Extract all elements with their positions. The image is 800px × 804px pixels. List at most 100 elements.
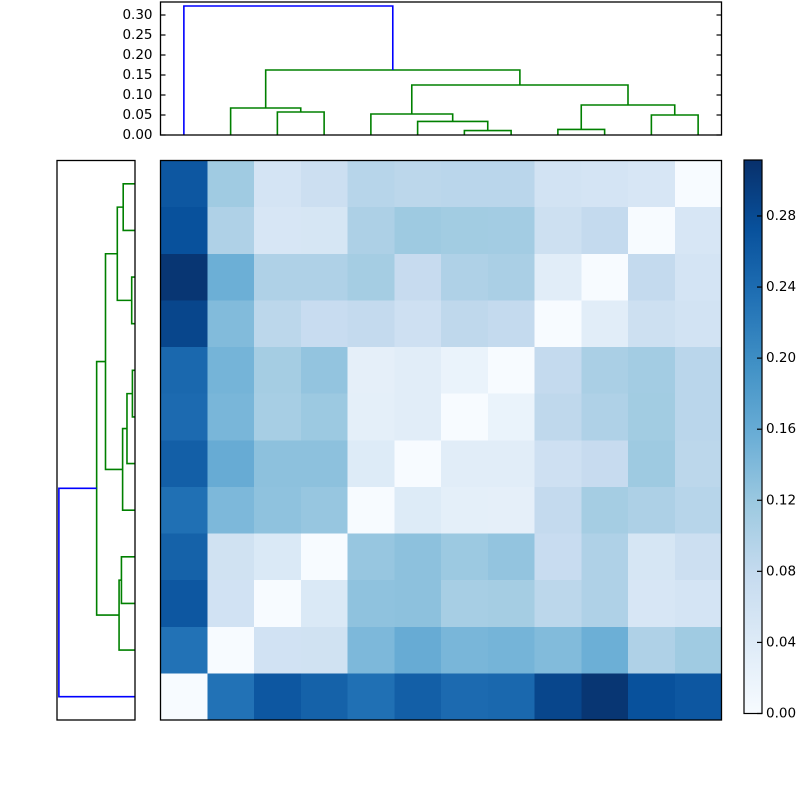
heatmap-cell — [207, 626, 255, 674]
heatmap-cell — [300, 626, 349, 674]
heatmap-cell — [347, 393, 395, 441]
top-axis-tick-label: 0.15 — [122, 67, 152, 83]
heatmap-cell — [674, 626, 722, 674]
heatmap-cell — [300, 253, 349, 301]
heatmap-cell — [534, 207, 582, 255]
heatmap-cell — [300, 300, 349, 348]
heatmap-cell — [628, 160, 676, 208]
heatmap-cell — [534, 533, 582, 581]
dendrogram-link — [121, 427, 135, 511]
heatmap-cell — [207, 253, 255, 301]
heatmap-cell — [581, 253, 629, 301]
heatmap-cell — [347, 253, 395, 301]
heatmap-cell — [254, 580, 302, 628]
heatmap-cell — [394, 580, 442, 628]
heatmap-cell — [254, 533, 302, 581]
heatmap-cell — [628, 300, 676, 348]
heatmap-cell — [581, 160, 629, 208]
heatmap-cell — [441, 580, 489, 628]
heatmap-cell — [581, 580, 629, 628]
colorbar-tick-label: 0.12 — [766, 492, 796, 508]
heatmap-cell — [347, 486, 395, 535]
heatmap-cell — [487, 253, 536, 301]
top-axis-tick-label: 0.30 — [122, 7, 152, 23]
heatmap-cell — [394, 393, 442, 441]
heatmap-cell — [160, 253, 208, 301]
heatmap-cell — [300, 207, 349, 255]
heatmap-cell — [674, 673, 722, 720]
heatmap-cell — [254, 160, 302, 208]
heatmap-cell — [487, 533, 536, 581]
heatmap-cell — [394, 440, 442, 488]
heatmap-cell — [534, 160, 582, 208]
heatmap-cell — [441, 440, 489, 488]
heatmap-cell — [394, 533, 442, 581]
heatmap-cell — [347, 440, 395, 488]
dendrogram-link — [58, 487, 135, 698]
colorbar-tick-label: 0.04 — [766, 634, 796, 650]
top-axis-tick-label: 0.25 — [122, 27, 152, 43]
heatmap-cell — [441, 393, 489, 441]
heatmap-cell — [487, 486, 536, 535]
heatmap-cell — [674, 393, 722, 441]
colorbar-tick-label: 0.16 — [766, 421, 796, 437]
heatmap-cell — [160, 300, 208, 348]
top-dendrogram — [183, 5, 699, 135]
heatmap-cell — [160, 393, 208, 441]
dendrogram-link — [126, 392, 135, 465]
heatmap-cell — [207, 533, 255, 581]
heatmap-cell — [534, 626, 582, 674]
heatmap-cell — [487, 207, 536, 255]
axes-frames — [56, 1, 723, 721]
dendrogram-link — [410, 84, 629, 114]
heatmap-cell — [628, 580, 676, 628]
heatmap-cell — [160, 486, 208, 535]
heatmap-cell — [534, 580, 582, 628]
heatmap-cell — [674, 207, 722, 255]
heatmap-cell — [160, 207, 208, 255]
heatmap-cell — [207, 160, 255, 208]
heatmap-cell — [534, 347, 582, 395]
dendrogram-link — [416, 120, 489, 135]
heatmap-cell — [581, 673, 629, 720]
heatmap-cell — [254, 253, 302, 301]
heatmap-cell — [207, 440, 255, 488]
heatmap-cell — [254, 347, 302, 395]
heatmap-cell — [487, 300, 536, 348]
colorbar-tick-label: 0.08 — [766, 563, 796, 579]
heatmap-cell — [441, 207, 489, 255]
heatmap-cell — [207, 347, 255, 395]
heatmap-cell — [254, 393, 302, 441]
heatmap-cell — [254, 207, 302, 255]
heatmap-cell — [487, 673, 536, 720]
left-dendrogram — [58, 183, 135, 698]
heatmap-cell — [254, 300, 302, 348]
heatmap-cell — [674, 486, 722, 535]
heatmap-cell — [487, 347, 536, 395]
heatmap-cell — [628, 440, 676, 488]
heatmap-frame — [159, 159, 723, 721]
colorbar-tick-label: 0.00 — [766, 706, 796, 722]
heatmap-cell — [441, 253, 489, 301]
heatmap-cell — [441, 160, 489, 208]
dendrogram-link — [650, 114, 699, 135]
heatmap-cell — [581, 486, 629, 535]
heatmap-cell — [441, 300, 489, 348]
heatmap-cell — [581, 207, 629, 255]
heatmap-cell — [581, 300, 629, 348]
heatmap-cell — [207, 393, 255, 441]
heatmap-cell — [487, 580, 536, 628]
heatmap-cell — [581, 533, 629, 581]
heatmap-cell — [628, 673, 676, 720]
heatmap-cell — [347, 300, 395, 348]
dendrogram-link — [463, 129, 512, 135]
dendrogram-link — [276, 111, 325, 135]
colorbar-tick-label: 0.24 — [766, 279, 796, 295]
heatmap-cell — [394, 160, 442, 208]
heatmap-cell — [581, 440, 629, 488]
heatmap-cell — [628, 207, 676, 255]
heatmap-cell — [160, 347, 208, 395]
heatmap-cell — [160, 533, 208, 581]
heatmap-cell — [160, 580, 208, 628]
